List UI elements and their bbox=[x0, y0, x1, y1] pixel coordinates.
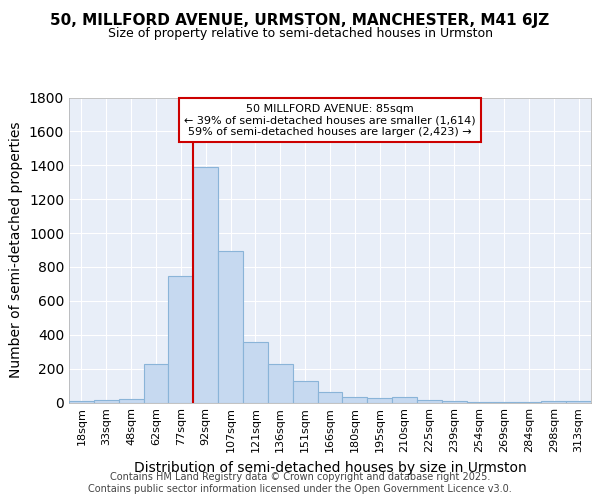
Bar bbox=[293, 381, 317, 402]
Bar bbox=[367, 398, 392, 402]
Bar bbox=[392, 398, 417, 402]
Bar bbox=[193, 167, 218, 402]
Bar bbox=[143, 364, 169, 403]
Bar bbox=[218, 251, 243, 402]
Bar bbox=[541, 401, 566, 402]
Bar bbox=[243, 342, 268, 402]
Bar bbox=[343, 398, 367, 402]
Y-axis label: Number of semi-detached properties: Number of semi-detached properties bbox=[10, 122, 23, 378]
Bar bbox=[69, 401, 94, 402]
Bar bbox=[417, 400, 442, 402]
Text: Size of property relative to semi-detached houses in Urmston: Size of property relative to semi-detach… bbox=[107, 28, 493, 40]
Bar bbox=[317, 392, 343, 402]
Bar bbox=[442, 401, 467, 402]
Bar bbox=[94, 400, 119, 402]
Text: Contains HM Land Registry data © Crown copyright and database right 2025.: Contains HM Land Registry data © Crown c… bbox=[110, 472, 490, 482]
Text: 50 MILLFORD AVENUE: 85sqm
← 39% of semi-detached houses are smaller (1,614)
59% : 50 MILLFORD AVENUE: 85sqm ← 39% of semi-… bbox=[184, 104, 476, 137]
Bar bbox=[268, 364, 293, 403]
Bar bbox=[169, 276, 193, 402]
Bar bbox=[119, 399, 143, 402]
Text: Contains public sector information licensed under the Open Government Licence v3: Contains public sector information licen… bbox=[88, 484, 512, 494]
Bar bbox=[566, 401, 591, 402]
Text: 50, MILLFORD AVENUE, URMSTON, MANCHESTER, M41 6JZ: 50, MILLFORD AVENUE, URMSTON, MANCHESTER… bbox=[50, 12, 550, 28]
X-axis label: Distribution of semi-detached houses by size in Urmston: Distribution of semi-detached houses by … bbox=[134, 461, 526, 475]
